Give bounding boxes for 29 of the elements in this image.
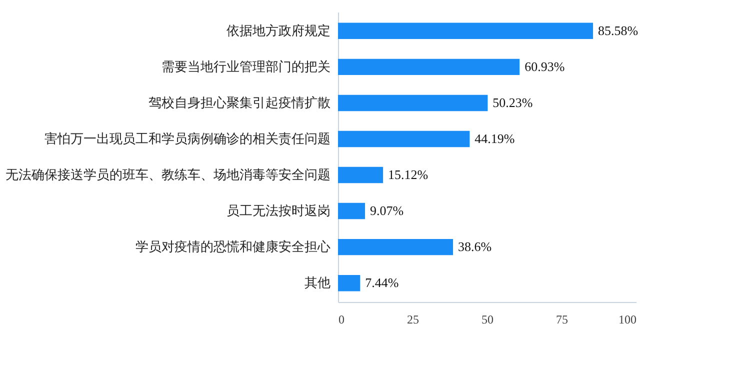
bar xyxy=(338,94,488,112)
x-tick-label: 100 xyxy=(618,312,636,326)
data-label: 60.93% xyxy=(524,58,565,74)
y-tick-label: 员工无法按时返岗 xyxy=(226,203,330,218)
bar xyxy=(338,58,520,76)
bar xyxy=(338,166,384,184)
x-tick-label: 25 xyxy=(407,312,419,326)
y-tick-label: 学员对疫情的恐慌和健康安全担心 xyxy=(136,239,330,254)
bar xyxy=(338,274,360,292)
data-label: 7.44% xyxy=(365,275,399,290)
x-tick-label: 50 xyxy=(482,312,494,326)
data-label: 38.6% xyxy=(458,239,492,254)
y-tick-label: 需要当地行业管理部门的把关 xyxy=(162,58,330,74)
bar xyxy=(338,238,454,256)
data-label: 15.12% xyxy=(388,167,428,182)
y-tick-label: 其他 xyxy=(304,275,330,290)
y-tick-label: 依据地方政府规定 xyxy=(226,22,330,38)
y-tick-label: 无法确保接送学员的班车、教练车、场地消毒等安全问题 xyxy=(6,167,330,182)
data-label: 50.23% xyxy=(492,94,533,110)
bar xyxy=(338,130,470,148)
x-tick-label: 0 xyxy=(338,312,344,326)
x-tick-label: 75 xyxy=(556,312,568,326)
data-label: 9.07% xyxy=(370,203,404,218)
data-label: 85.58% xyxy=(598,22,638,38)
bar xyxy=(338,202,366,220)
data-label: 44.19% xyxy=(474,130,515,146)
bar xyxy=(338,22,594,40)
y-tick-label: 驾校自身担心聚集引起疫情扩散 xyxy=(148,94,330,110)
y-tick-label: 害怕万一出现员工和学员病例确诊的相关责任问题 xyxy=(44,130,330,146)
